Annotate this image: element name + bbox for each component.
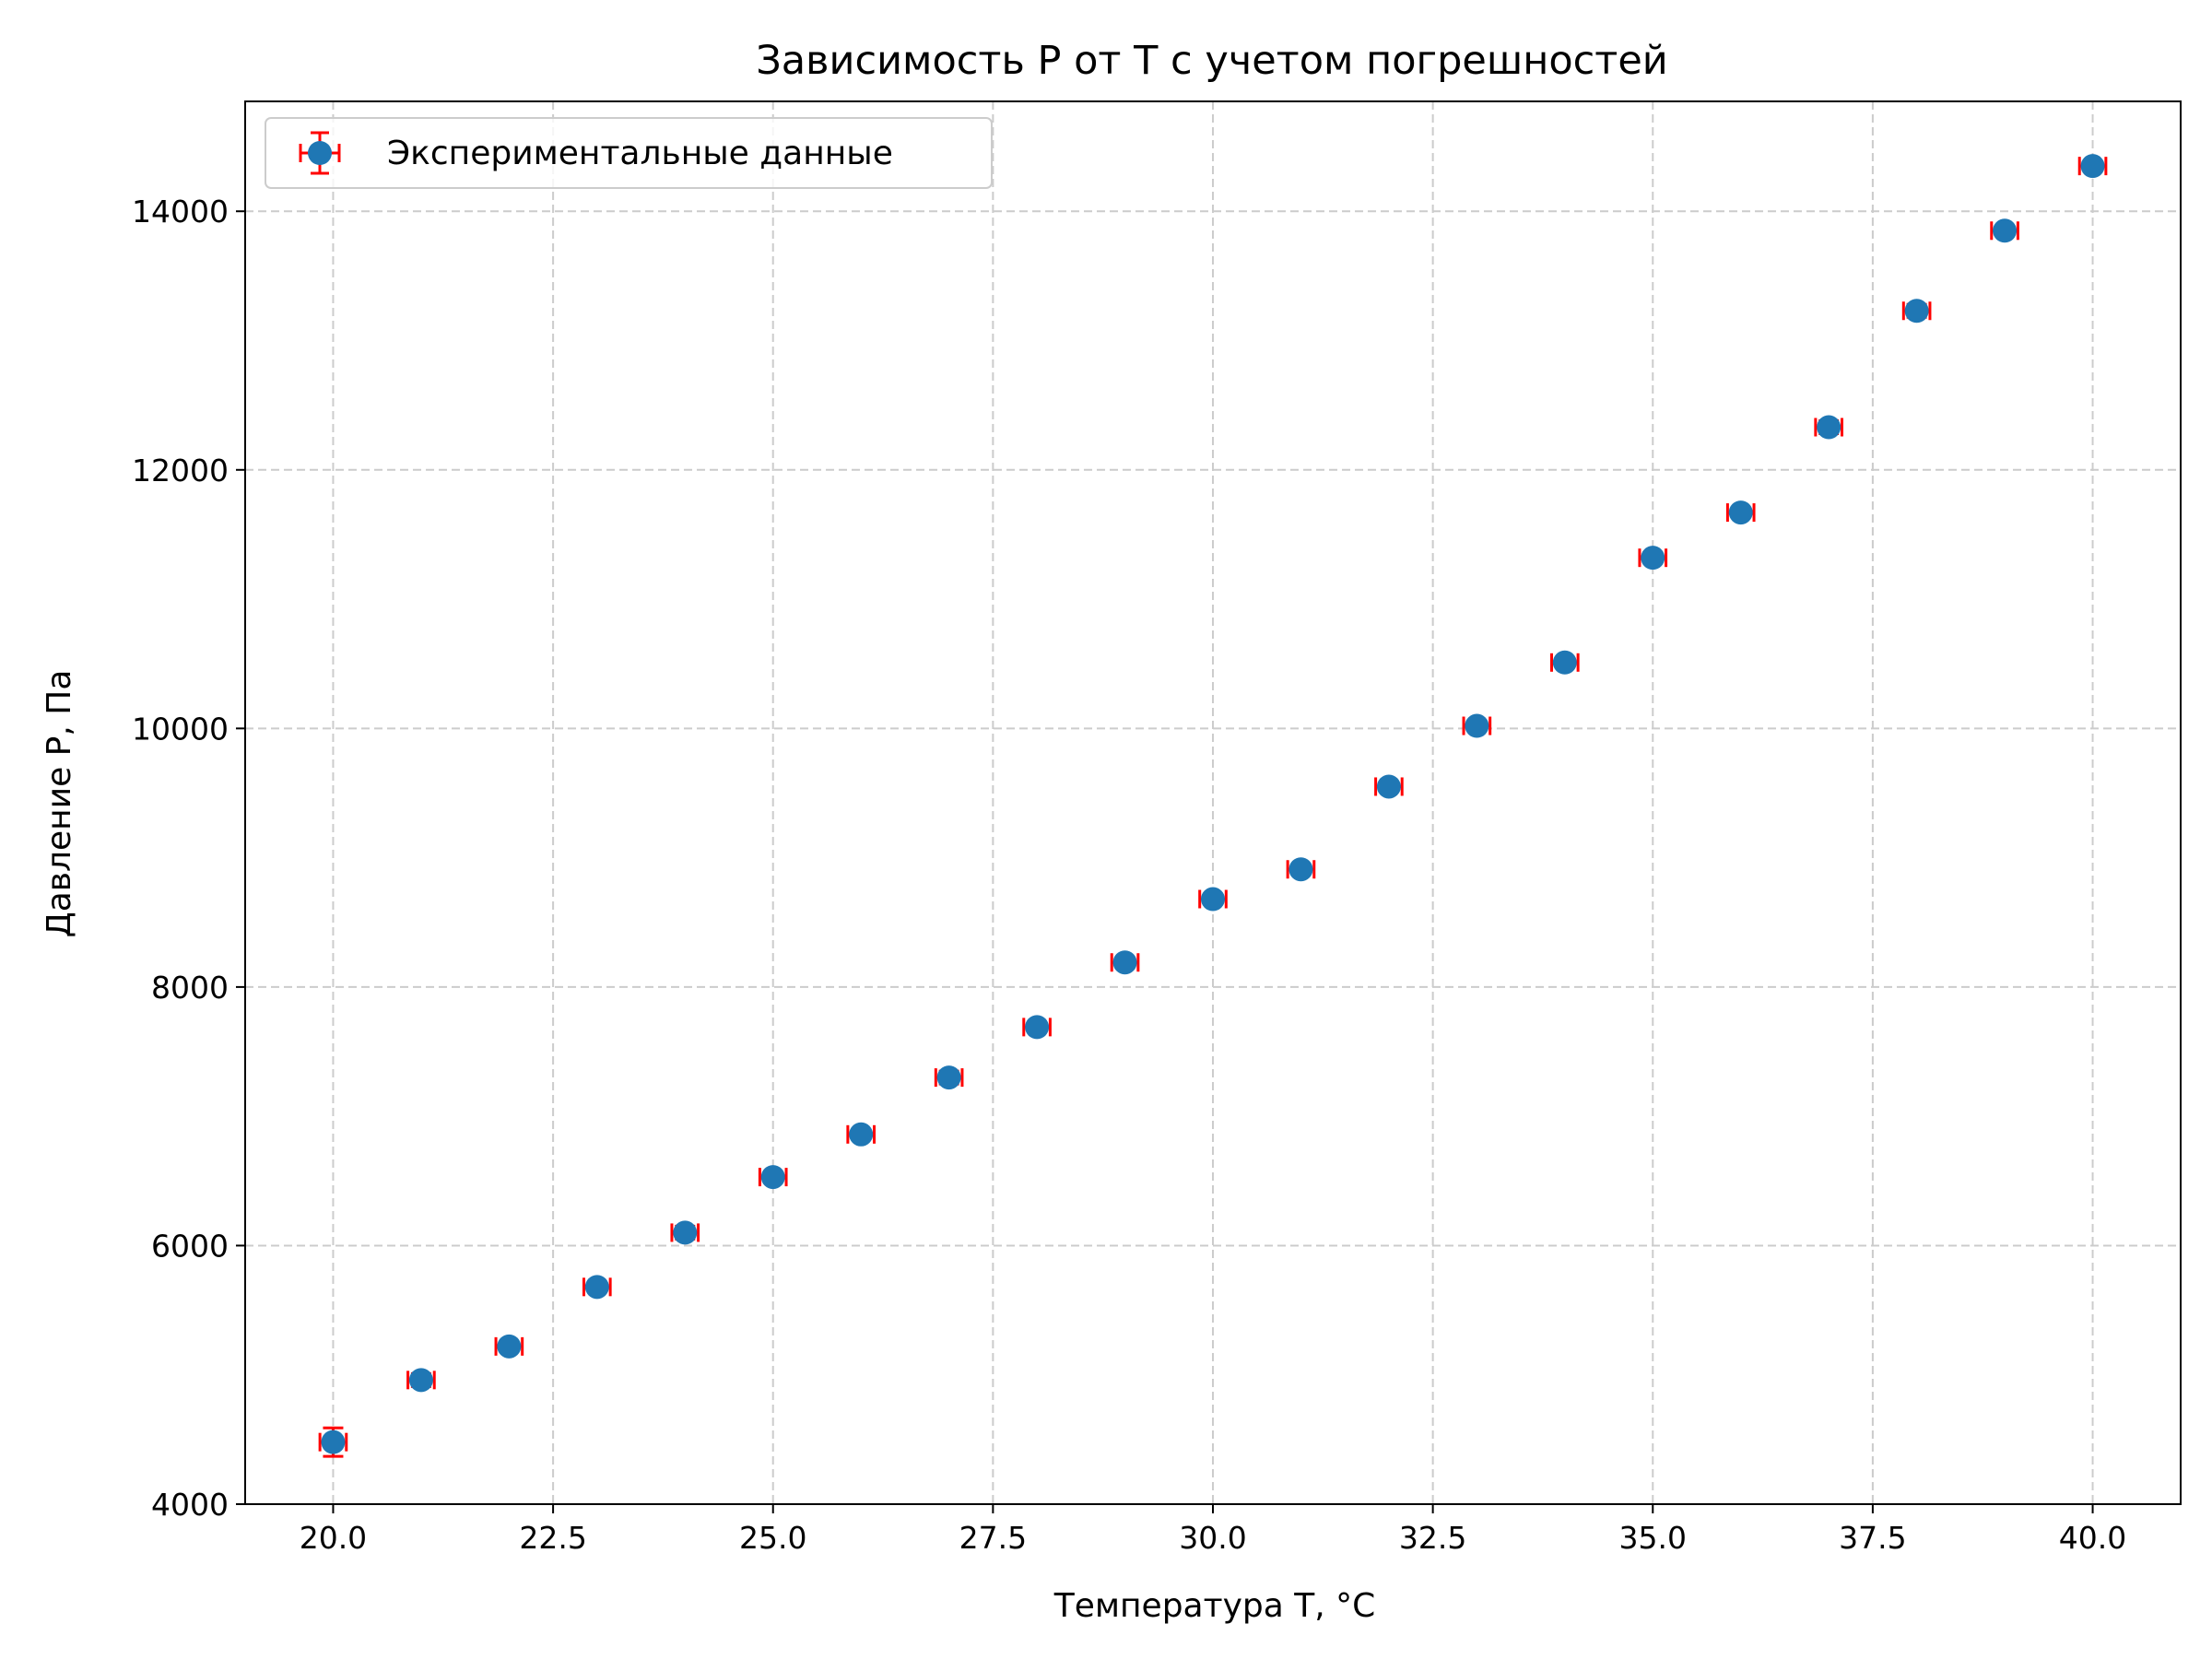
grid [245,101,2181,1505]
data-point [2080,154,2105,179]
y-tick-label: 12000 [132,453,229,488]
y-tick-label: 6000 [151,1228,229,1264]
data-point [1288,857,1313,882]
data-markers [321,154,2105,1454]
data-point [1201,887,1225,912]
data-point [849,1122,874,1147]
x-tick-label: 27.5 [959,1520,1027,1556]
x-tick-label: 20.0 [300,1520,367,1556]
data-point [1817,415,1841,440]
x-tick-label: 40.0 [2059,1520,2126,1556]
data-point [1552,650,1577,675]
data-point [321,1430,346,1454]
data-point [673,1220,698,1245]
x-axis-title: Температура T, °C [1053,1587,1376,1625]
legend-marker [299,131,341,175]
data-point [1025,1015,1050,1040]
x-tick-label: 30.0 [1179,1520,1246,1556]
x-tick-label: 25.0 [739,1520,806,1556]
x-tick-label: 35.0 [1619,1520,1687,1556]
y-tick-label: 10000 [132,711,229,747]
data-point [1641,546,1665,571]
y-tick-label: 14000 [132,194,229,229]
data-point [760,1165,785,1190]
x-axis-ticks: 20.0 22.5 25.0 27.5 30.0 32.5 35.0 37.5 40.0 [300,1504,2126,1556]
data-point [1904,299,1929,324]
data-point [936,1065,961,1090]
data-point [1728,500,1753,525]
y-axis-ticks: 4000 6000 8000 10000 12000 14000 [132,194,245,1523]
data-point [408,1368,433,1393]
data-point [1465,713,1489,738]
legend: Экспериментальные данные [265,117,993,189]
legend-box [265,117,993,189]
chart-title: Зависимость P от T с учетом погрешностей [756,38,1668,84]
data-point [1993,218,2018,243]
data-point [497,1334,522,1359]
data-point [584,1275,609,1300]
x-tick-label: 32.5 [1399,1520,1466,1556]
y-tick-label: 4000 [151,1487,229,1523]
y-tick-label: 8000 [151,970,229,1006]
x-tick-label: 22.5 [519,1520,586,1556]
x-tick-label: 37.5 [1839,1520,1906,1556]
legend-label: Экспериментальные данные [387,135,893,172]
y-axis-title: Давление P, Па [41,670,78,938]
data-point [1112,950,1137,975]
data-point [1376,774,1401,799]
